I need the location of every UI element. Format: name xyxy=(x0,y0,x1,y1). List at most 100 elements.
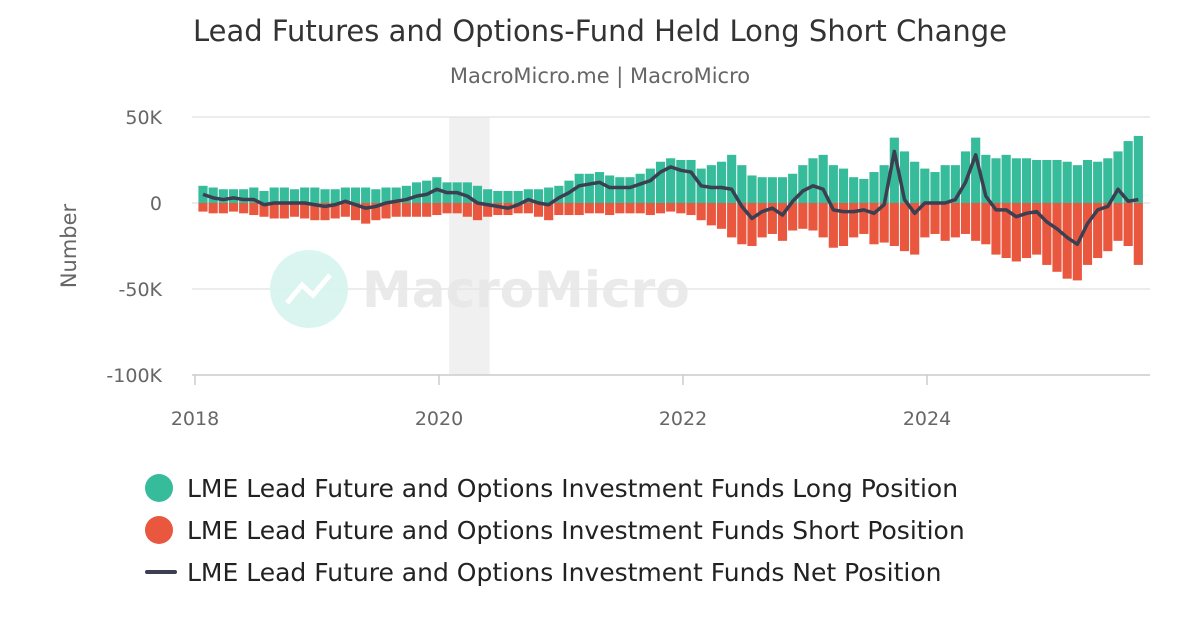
short-bar xyxy=(401,203,411,217)
short-bar xyxy=(279,203,289,219)
long-bar xyxy=(584,173,594,203)
short-bar xyxy=(971,203,981,241)
short-bar xyxy=(564,203,574,216)
short-bar xyxy=(899,203,910,252)
legend-item-net[interactable]: LME Lead Future and Options Investment F… xyxy=(145,551,965,593)
short-bar xyxy=(828,203,838,248)
long-bar xyxy=(655,161,666,203)
long-bar xyxy=(727,154,737,203)
short-bar xyxy=(757,203,767,238)
long-bar xyxy=(208,187,218,203)
short-bar xyxy=(340,203,350,217)
short-bar xyxy=(483,203,493,217)
long-bar xyxy=(381,187,391,203)
short-bar xyxy=(686,203,696,216)
long-bar xyxy=(788,173,798,203)
legend-net-marker xyxy=(145,570,177,574)
short-bar xyxy=(676,203,686,214)
long-bar xyxy=(1032,160,1042,203)
long-bar xyxy=(645,168,655,203)
short-bar xyxy=(523,203,533,214)
legend-item-long[interactable]: LME Lead Future and Options Investment F… xyxy=(145,467,965,509)
short-bar xyxy=(869,203,879,245)
long-bar xyxy=(371,189,381,203)
short-bar xyxy=(208,203,218,214)
short-bar xyxy=(594,203,605,214)
long-bar xyxy=(544,187,554,203)
short-bar xyxy=(1021,203,1032,259)
short-bar xyxy=(239,203,249,214)
long-bar xyxy=(462,182,472,203)
short-bar xyxy=(462,203,472,217)
y-tick-label: 0 xyxy=(150,193,162,215)
short-bar xyxy=(1032,203,1042,255)
long-bar xyxy=(706,165,716,203)
watermark-text: MacroMicro xyxy=(362,261,690,319)
long-bar xyxy=(1133,135,1143,203)
short-bar xyxy=(1123,203,1133,246)
short-bar xyxy=(960,203,971,234)
long-bar xyxy=(269,187,279,203)
long-bar xyxy=(310,187,320,203)
long-bar xyxy=(798,165,808,203)
short-bar xyxy=(727,203,737,238)
short-bar xyxy=(625,203,635,214)
long-bar xyxy=(869,172,879,203)
short-bar xyxy=(696,203,706,221)
chart-title: Lead Futures and Options-Fund Held Long … xyxy=(193,14,1007,48)
long-bar xyxy=(1021,158,1032,203)
long-bar xyxy=(289,189,300,203)
x-tick-label: 2020 xyxy=(415,408,463,430)
short-bar xyxy=(554,203,564,216)
long-bar xyxy=(635,173,645,203)
short-bar xyxy=(218,203,228,214)
long-bar xyxy=(899,151,910,203)
short-bar xyxy=(1052,203,1062,272)
long-bar xyxy=(808,158,818,203)
long-bar xyxy=(737,165,747,203)
short-bar xyxy=(391,203,401,217)
long-bar xyxy=(340,187,350,203)
long-bar xyxy=(960,151,971,203)
long-bar xyxy=(686,160,696,203)
long-bar xyxy=(747,175,757,203)
long-bar xyxy=(716,161,727,203)
y-tick-label: -100K xyxy=(106,365,162,387)
long-bar xyxy=(401,185,411,203)
long-bar xyxy=(1103,158,1113,203)
short-bar xyxy=(747,203,757,246)
short-bar xyxy=(655,203,666,214)
legend-item-short[interactable]: LME Lead Future and Options Investment F… xyxy=(145,509,965,551)
long-bar xyxy=(513,190,523,203)
long-bar xyxy=(676,160,686,203)
long-bar xyxy=(594,172,605,203)
short-bar xyxy=(198,203,208,212)
long-bar xyxy=(218,189,228,203)
y-tick-label: 50K xyxy=(125,107,162,129)
watermark-logo: MacroMicro xyxy=(270,250,690,328)
short-bar xyxy=(1062,203,1072,279)
long-bar xyxy=(350,187,361,203)
shaded-region xyxy=(449,117,490,375)
short-bar xyxy=(310,203,320,221)
long-bar xyxy=(971,137,981,203)
long-bar xyxy=(411,182,422,203)
long-bar xyxy=(239,189,249,203)
long-bar xyxy=(991,158,1001,203)
short-bar xyxy=(767,203,777,234)
long-bar xyxy=(1072,165,1082,203)
long-bar xyxy=(940,165,950,203)
short-bar xyxy=(950,203,960,238)
chart-subtitle: MacroMicro.me | MacroMicro xyxy=(449,64,751,88)
short-bar xyxy=(442,203,452,214)
short-bar xyxy=(320,203,330,221)
long-bar xyxy=(1011,158,1021,203)
short-bar xyxy=(889,203,899,246)
short-bar xyxy=(991,203,1001,255)
short-bar xyxy=(1001,203,1011,259)
long-bar xyxy=(391,187,401,203)
watermark-chart-icon xyxy=(285,273,332,305)
short-bar xyxy=(838,203,849,246)
long-bar xyxy=(889,137,899,203)
long-bar xyxy=(483,189,493,203)
